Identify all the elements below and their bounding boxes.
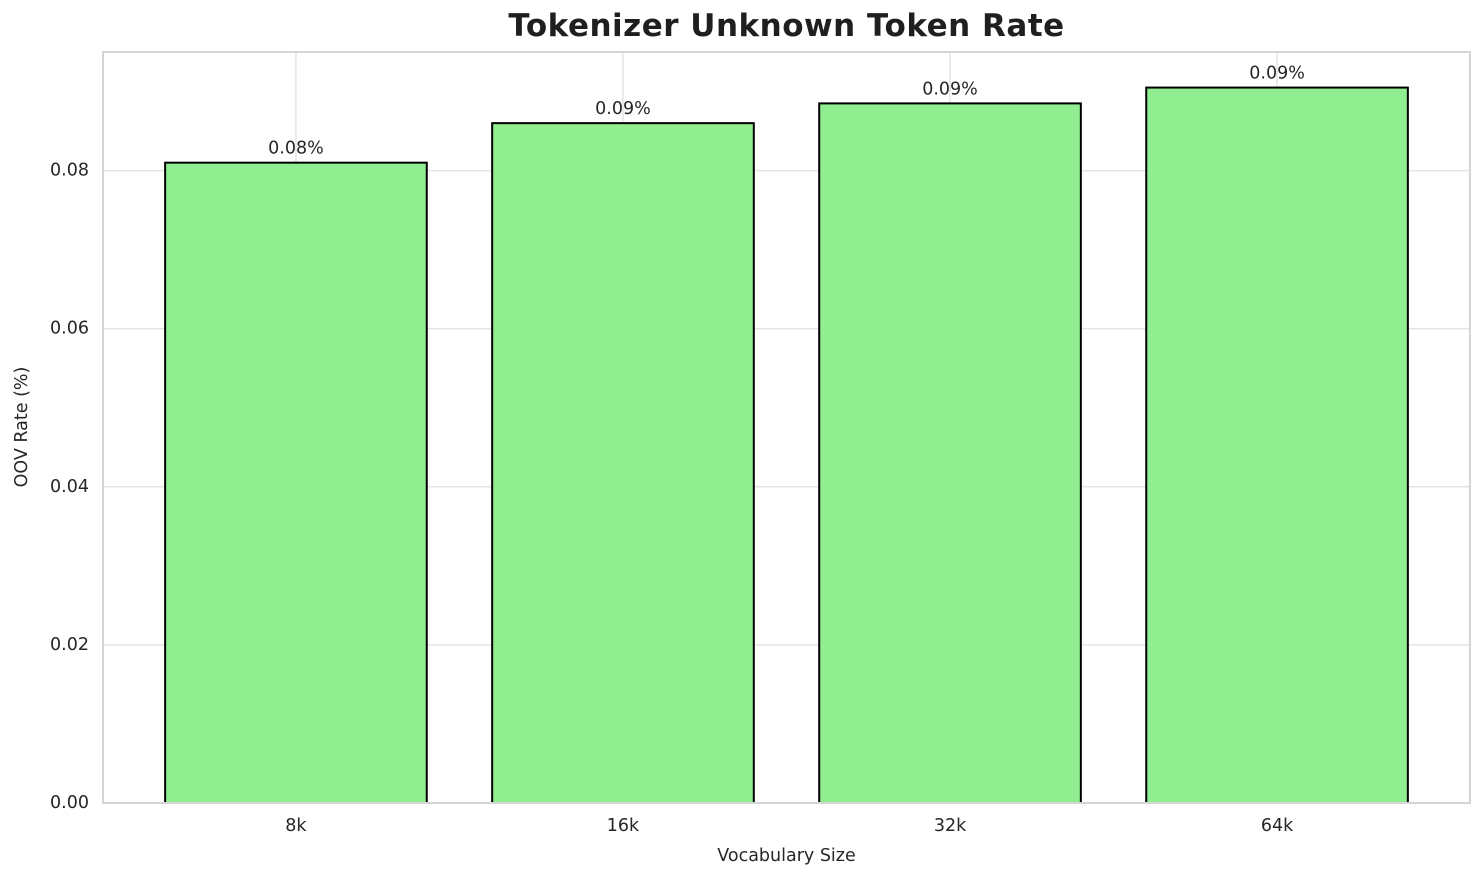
y-tick-label: 0.02 bbox=[50, 635, 89, 655]
chart-title: Tokenizer Unknown Token Rate bbox=[508, 8, 1065, 44]
y-axis-label: OOV Rate (%) bbox=[12, 366, 32, 488]
bar-8k bbox=[164, 161, 428, 804]
bar-value-label: 0.09% bbox=[595, 99, 651, 119]
x-tick-label: 8k bbox=[285, 816, 307, 836]
y-tick-label: 0.08 bbox=[50, 161, 89, 181]
x-tick-label: 32k bbox=[934, 816, 967, 836]
y-tick-label: 0.00 bbox=[50, 793, 89, 813]
bar-16k bbox=[491, 122, 755, 805]
y-tick-label: 0.06 bbox=[50, 319, 89, 339]
bar-64k bbox=[1145, 86, 1409, 805]
x-axis-label: Vocabulary Size bbox=[717, 846, 856, 866]
x-tick-label: 64k bbox=[1261, 816, 1294, 836]
y-tick-label: 0.04 bbox=[50, 477, 89, 497]
bar-value-label: 0.08% bbox=[268, 139, 324, 159]
axes-spines bbox=[102, 51, 1471, 804]
bar-32k bbox=[818, 102, 1082, 804]
bar-value-label: 0.09% bbox=[922, 79, 978, 99]
x-tick-label: 16k bbox=[607, 816, 640, 836]
bar-value-label: 0.09% bbox=[1249, 64, 1305, 84]
